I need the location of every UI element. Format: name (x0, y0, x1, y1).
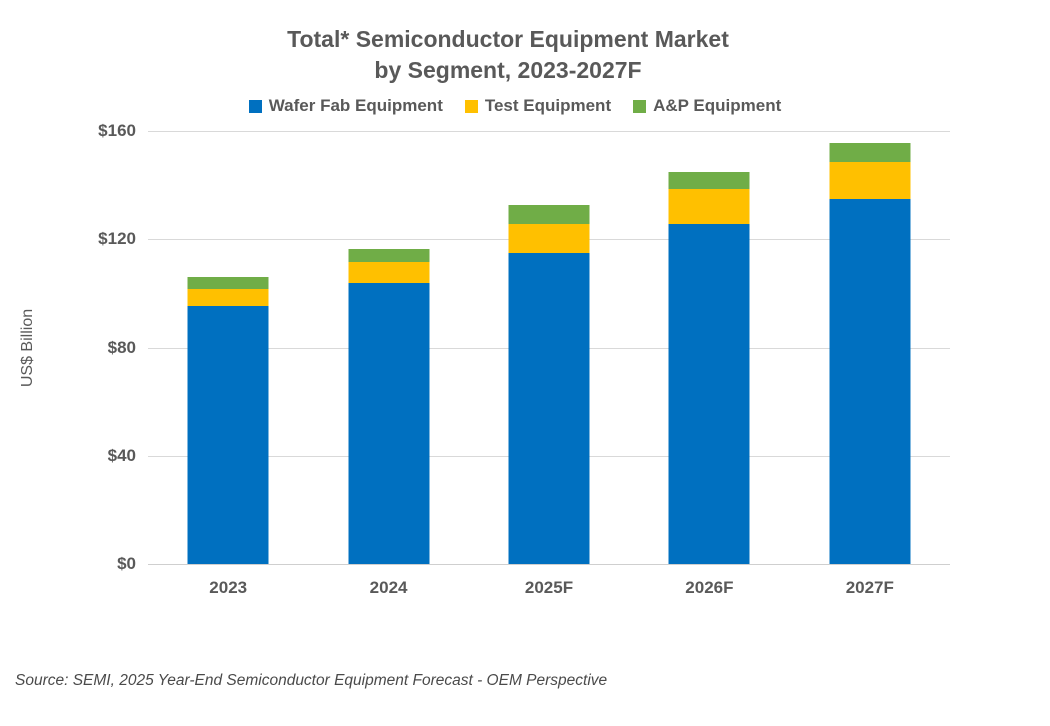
legend-swatch-test-icon (464, 99, 478, 113)
chart-title-line2: by Segment, 2023-2027F (374, 57, 642, 83)
bar-2026f-wafer-fab-equipment-segment (668, 224, 750, 564)
chart-title-line1: Total* Semiconductor Equipment Market (287, 26, 729, 52)
legend-swatch-wafer-fab-icon (248, 99, 262, 113)
bar-slot-2027f (790, 131, 950, 564)
bar-2027f-a-p-equipment-segment (829, 143, 911, 163)
x-tick-label-2024: 2024 (369, 578, 408, 597)
bar-2024 (348, 248, 430, 564)
bar-slot-2025f (469, 131, 629, 564)
footnotes: Source: SEMI, 2025 Year-End Semiconducto… (15, 618, 1035, 726)
legend-item-test-equipment: Test Equipment (464, 96, 612, 116)
x-tick-label-2023: 2023 (209, 578, 248, 597)
bar-2027f-wafer-fab-equipment-segment (829, 198, 911, 564)
legend: Wafer Fab Equipment Test Equipment A&P E… (0, 96, 1030, 116)
bar-2025f-wafer-fab-equipment-segment (508, 252, 590, 564)
x-tick-label-2025f: 2025F (524, 578, 574, 597)
bar-2023-a-p-equipment-segment (187, 277, 269, 290)
bar-slot-2026f (629, 131, 789, 564)
bar-2023-test-equipment-segment (187, 289, 269, 306)
chart-title: Total* Semiconductor Equipment Market by… (0, 24, 1016, 86)
legend-label-test-equipment: Test Equipment (484, 96, 612, 115)
x-tick-label-2027f: 2027F (845, 578, 894, 597)
gridline-0 (148, 564, 950, 565)
bar-2024-test-equipment-segment (348, 262, 430, 283)
bar-2025f-test-equipment-segment (508, 224, 590, 253)
legend-item-wafer-fab-equipment: Wafer Fab Equipment (248, 96, 443, 116)
plot-area (148, 131, 950, 565)
bar-2026f-test-equipment-segment (668, 189, 750, 225)
y-tick-label-0: $0 (117, 554, 136, 573)
bar-2027f-test-equipment-segment (829, 162, 911, 199)
legend-swatch-ap-icon (633, 99, 647, 113)
bar-2025f (508, 205, 590, 564)
bar-2026f-a-p-equipment-segment (668, 171, 750, 190)
legend-item-ap-equipment: A&P Equipment (633, 96, 781, 116)
y-tick-label-80: $80 (107, 337, 136, 357)
gridline-160 (148, 131, 950, 132)
bar-2024-wafer-fab-equipment-segment (348, 282, 430, 564)
footnote-source: Source: SEMI, 2025 Year-End Semiconducto… (15, 672, 608, 689)
bar-2026f (668, 171, 750, 564)
x-tick-label-2026f: 2026F (685, 578, 734, 597)
y-axis-title-text: US$ Billion (19, 308, 36, 388)
bar-slot-2024 (308, 131, 468, 564)
bar-2023-wafer-fab-equipment-segment (187, 305, 269, 564)
legend-label-ap-equipment: A&P Equipment (653, 96, 782, 115)
bar-2023 (187, 277, 269, 564)
legend-label-wafer-fab-equipment: Wafer Fab Equipment (268, 96, 443, 115)
bar-slot-2023 (148, 131, 308, 564)
bar-2027f (829, 143, 911, 564)
y-tick-label-40: $40 (107, 445, 136, 465)
bar-2025f-a-p-equipment-segment (508, 205, 590, 225)
bar-2024-a-p-equipment-segment (348, 248, 430, 263)
y-tick-label-120: $120 (98, 229, 136, 249)
y-tick-label-160: $160 (98, 121, 136, 140)
